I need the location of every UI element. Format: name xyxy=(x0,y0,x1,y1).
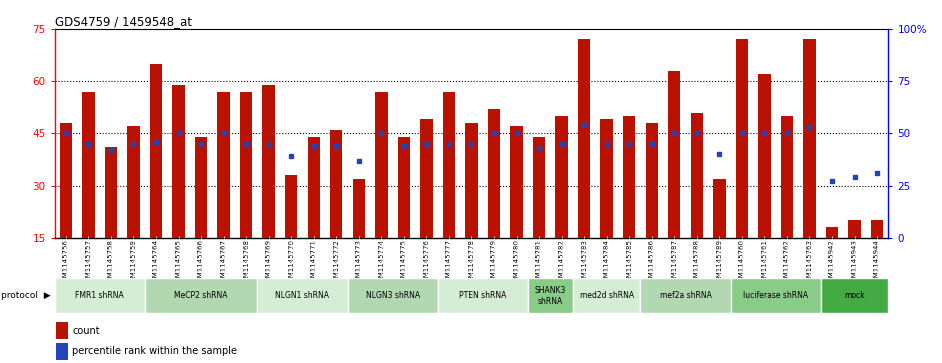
Bar xyxy=(623,116,636,238)
Bar xyxy=(736,40,748,238)
Bar xyxy=(420,119,432,238)
Bar xyxy=(263,85,275,238)
Bar xyxy=(600,119,613,238)
Bar xyxy=(285,175,298,238)
Bar xyxy=(465,123,478,238)
Bar xyxy=(145,278,257,313)
Bar xyxy=(528,278,573,313)
Text: GDS4759 / 1459548_at: GDS4759 / 1459548_at xyxy=(55,15,191,28)
Bar xyxy=(533,137,545,238)
Bar xyxy=(511,126,523,238)
Text: SHANK3
shRNA: SHANK3 shRNA xyxy=(535,286,566,306)
Bar xyxy=(348,278,438,313)
Bar xyxy=(150,64,162,238)
Text: NLGN3 shRNA: NLGN3 shRNA xyxy=(365,291,420,300)
Bar xyxy=(438,278,528,313)
Bar xyxy=(556,116,568,238)
Bar xyxy=(82,92,94,238)
Text: mef2a shRNA: mef2a shRNA xyxy=(659,291,711,300)
Bar xyxy=(218,92,230,238)
Text: MeCP2 shRNA: MeCP2 shRNA xyxy=(174,291,228,300)
Text: count: count xyxy=(73,326,100,336)
Text: protocol  ▶: protocol ▶ xyxy=(1,291,51,300)
Bar xyxy=(307,137,320,238)
Bar xyxy=(488,109,500,238)
Bar xyxy=(127,126,139,238)
Text: luciferase shRNA: luciferase shRNA xyxy=(743,291,808,300)
Bar xyxy=(443,92,455,238)
Bar xyxy=(849,220,861,238)
Bar xyxy=(668,71,680,238)
Bar xyxy=(352,179,365,238)
Bar xyxy=(870,220,884,238)
Bar xyxy=(578,40,591,238)
Text: FMR1 shRNA: FMR1 shRNA xyxy=(75,291,124,300)
Text: mock: mock xyxy=(844,291,865,300)
Bar xyxy=(105,147,117,238)
Bar xyxy=(826,227,838,238)
Bar xyxy=(758,74,771,238)
Bar xyxy=(820,278,888,313)
Bar xyxy=(56,343,68,359)
Bar xyxy=(195,137,207,238)
Bar xyxy=(645,123,658,238)
Bar xyxy=(573,278,641,313)
Bar xyxy=(781,116,793,238)
Bar xyxy=(55,278,145,313)
Bar xyxy=(330,130,343,238)
Bar xyxy=(641,278,731,313)
Bar xyxy=(398,137,410,238)
Bar xyxy=(731,278,820,313)
Bar xyxy=(56,322,68,339)
Bar xyxy=(713,179,725,238)
Bar xyxy=(375,92,387,238)
Bar xyxy=(257,278,348,313)
Bar xyxy=(172,85,185,238)
Text: percentile rank within the sample: percentile rank within the sample xyxy=(73,346,237,356)
Bar xyxy=(804,40,816,238)
Text: NLGN1 shRNA: NLGN1 shRNA xyxy=(275,291,330,300)
Bar xyxy=(690,113,703,238)
Text: med2d shRNA: med2d shRNA xyxy=(579,291,634,300)
Bar xyxy=(59,123,73,238)
Text: PTEN shRNA: PTEN shRNA xyxy=(459,291,507,300)
Bar xyxy=(240,92,252,238)
